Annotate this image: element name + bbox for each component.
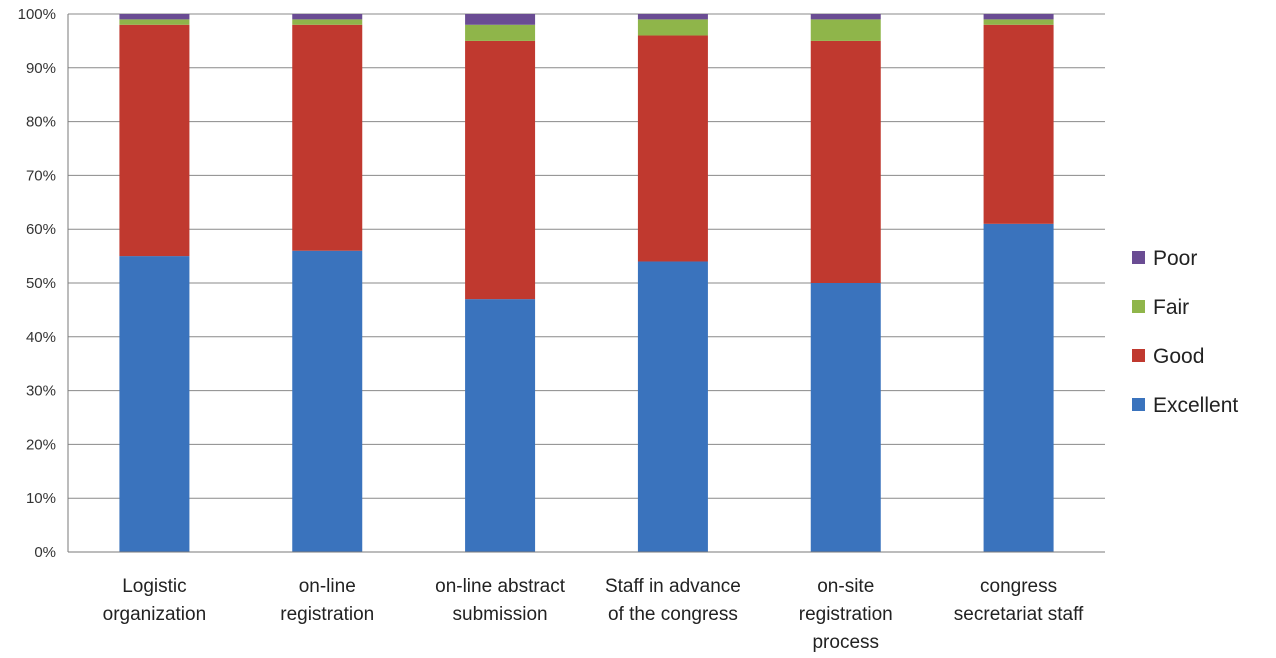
bar-segment-good-on-line-registration bbox=[292, 24, 363, 251]
y-tick-label: 60% bbox=[26, 221, 56, 238]
gridlines bbox=[68, 13, 1105, 553]
x-category-label-line: process bbox=[812, 632, 879, 653]
bar-segment-excellent-logistic-organization bbox=[119, 256, 190, 552]
x-category-label-line: secretariat staff bbox=[954, 604, 1084, 625]
legend-label-poor: Poor bbox=[1153, 247, 1197, 270]
legend-swatch-excellent bbox=[1132, 398, 1145, 411]
bar-segment-fair-staff-in-advance-of-the-congress bbox=[637, 19, 708, 36]
bar-segment-fair-logistic-organization bbox=[119, 19, 190, 25]
bar-segment-excellent-congress-secretariat-staff bbox=[983, 223, 1054, 552]
bar-segment-poor-on-line-abstract-submission bbox=[465, 14, 536, 25]
y-tick-label: 20% bbox=[26, 436, 56, 453]
x-category-label: on-line registration bbox=[280, 576, 374, 625]
x-category-label: Logistic organization bbox=[103, 576, 207, 625]
legend-label-fair: Fair bbox=[1153, 296, 1189, 319]
y-tick-label: 70% bbox=[26, 167, 56, 184]
bar-segment-excellent-on-line-registration bbox=[292, 250, 363, 552]
bar-segment-poor-staff-in-advance-of-the-congress bbox=[637, 14, 708, 20]
x-category-label-line: on-line abstract bbox=[435, 576, 566, 597]
x-category-label: Staff in advance of the congress bbox=[605, 576, 741, 625]
bar-segment-good-staff-in-advance-of-the-congress bbox=[637, 35, 708, 262]
y-tick-label: 10% bbox=[26, 490, 56, 507]
x-category-label: congress secretariat staff bbox=[954, 576, 1084, 625]
bar-segment-fair-on-site-registration-process bbox=[810, 19, 881, 41]
bar-segment-fair-congress-secretariat-staff bbox=[983, 19, 1054, 25]
y-tick-label: 0% bbox=[34, 544, 56, 561]
x-category-label-line: registration bbox=[799, 604, 893, 625]
bar-segment-fair-on-line-registration bbox=[292, 19, 363, 25]
y-tick-label: 50% bbox=[26, 275, 56, 292]
x-category-label-line: Logistic bbox=[122, 576, 186, 597]
bar-segment-good-on-line-abstract-submission bbox=[465, 40, 536, 300]
y-tick-label: 30% bbox=[26, 383, 56, 400]
bar-segment-excellent-on-site-registration-process bbox=[810, 283, 881, 552]
legend-swatch-poor bbox=[1132, 251, 1145, 264]
bar-segment-poor-on-site-registration-process bbox=[810, 14, 881, 20]
x-category-label: on-line abstract submission bbox=[435, 576, 566, 625]
x-category-label-line: of the congress bbox=[608, 604, 738, 625]
bar-segment-poor-on-line-registration bbox=[292, 14, 363, 20]
x-category-label-line: organization bbox=[103, 604, 207, 625]
y-tick-label: 100% bbox=[18, 6, 56, 23]
y-tick-label: 90% bbox=[26, 60, 56, 77]
legend: Poor Fair Good Excellent bbox=[1132, 247, 1238, 417]
legend-label-excellent: Excellent bbox=[1153, 394, 1238, 417]
legend-swatch-good bbox=[1132, 349, 1145, 362]
x-category-label: on-site registration process bbox=[799, 576, 893, 653]
axes bbox=[67, 14, 1105, 553]
bar-segment-excellent-on-line-abstract-submission bbox=[465, 299, 536, 552]
y-tick-label: 40% bbox=[26, 329, 56, 346]
bar-segment-good-logistic-organization bbox=[119, 24, 190, 257]
bar-segment-fair-on-line-abstract-submission bbox=[465, 24, 536, 41]
x-category-label-line: congress bbox=[980, 576, 1057, 597]
x-category-label-line: registration bbox=[280, 604, 374, 625]
bar-segment-good-congress-secretariat-staff bbox=[983, 24, 1054, 224]
bars bbox=[119, 14, 1054, 552]
bar-segment-excellent-staff-in-advance-of-the-congress bbox=[637, 261, 708, 552]
bar-segment-poor-congress-secretariat-staff bbox=[983, 14, 1054, 20]
y-tick-label: 80% bbox=[26, 114, 56, 131]
legend-swatch-fair bbox=[1132, 300, 1145, 313]
y-axis-tick-labels: 0% 10% 20% 30% 40% 50% 60% 70% 80% 90% 100% bbox=[18, 6, 56, 561]
x-category-label-line: submission bbox=[453, 604, 548, 625]
bar-segment-poor-logistic-organization bbox=[119, 14, 190, 20]
legend-label-good: Good bbox=[1153, 345, 1204, 368]
x-category-label-line: Staff in advance bbox=[605, 576, 741, 597]
bar-segment-good-on-site-registration-process bbox=[810, 40, 881, 284]
x-category-label-line: on-site bbox=[817, 576, 874, 597]
x-category-label-line: on-line bbox=[299, 576, 356, 597]
